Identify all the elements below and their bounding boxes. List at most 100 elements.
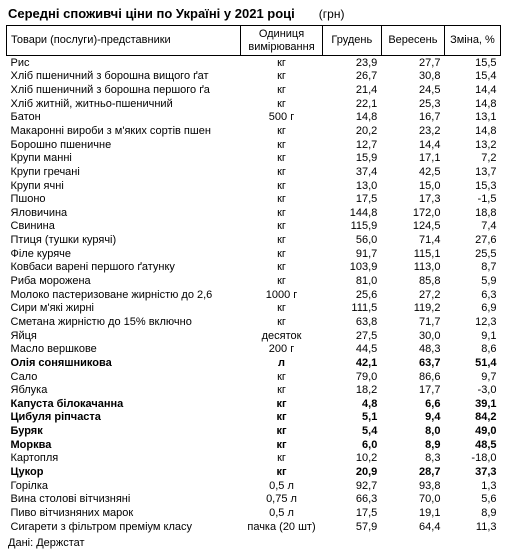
cell-unit: кг (241, 152, 322, 166)
cell-unit: кг (241, 275, 322, 289)
cell-unit: кг (241, 466, 322, 480)
cell-unit: 500 г (241, 111, 322, 125)
cell-dec: 13,0 (322, 179, 381, 193)
cell-sep: 63,7 (381, 356, 444, 370)
source-label: Дані: Держстат (6, 534, 501, 549)
cell-chg: 5,6 (444, 493, 500, 507)
cell-dec: 21,4 (322, 84, 381, 98)
cell-chg: 13,2 (444, 138, 500, 152)
cell-name: Яйця (7, 329, 241, 343)
cell-unit: кг (241, 84, 322, 98)
cell-name: Сири м'які жирні (7, 302, 241, 316)
cell-unit: кг (241, 411, 322, 425)
table-row: Салокг79,086,69,7 (7, 370, 501, 384)
page-title: Середні споживчі ціни по Україні у 2021 … (6, 4, 501, 25)
cell-dec: 111,5 (322, 302, 381, 316)
cell-sep: 86,6 (381, 370, 444, 384)
table-row: Буряккг5,48,049,0 (7, 425, 501, 439)
cell-dec: 4,8 (322, 397, 381, 411)
cell-dec: 6,0 (322, 438, 381, 452)
cell-name: Яблука (7, 384, 241, 398)
cell-sep: 24,5 (381, 84, 444, 98)
cell-name: Борошно пшеничне (7, 138, 241, 152)
cell-dec: 81,0 (322, 275, 381, 289)
cell-dec: 15,9 (322, 152, 381, 166)
cell-name: Олія соняшникова (7, 356, 241, 370)
cell-sep: 9,4 (381, 411, 444, 425)
cell-name: Сигарети з фільтром преміум класу (7, 520, 241, 534)
cell-dec: 37,4 (322, 165, 381, 179)
col-chg: Зміна, % (444, 26, 500, 56)
cell-sep: 23,2 (381, 124, 444, 138)
cell-sep: 71,4 (381, 234, 444, 248)
cell-name: Хліб житній, житньо-пшеничний (7, 97, 241, 111)
cell-sep: 85,8 (381, 275, 444, 289)
cell-dec: 103,9 (322, 261, 381, 275)
cell-sep: 8,3 (381, 452, 444, 466)
cell-sep: 48,3 (381, 343, 444, 357)
cell-unit: кг (241, 315, 322, 329)
cell-name: Сало (7, 370, 241, 384)
cell-chg: 6,3 (444, 288, 500, 302)
cell-chg: -18,0 (444, 452, 500, 466)
cell-chg: 37,3 (444, 466, 500, 480)
cell-chg: 48,5 (444, 438, 500, 452)
cell-sep: 113,0 (381, 261, 444, 275)
cell-sep: 70,0 (381, 493, 444, 507)
table-row: Сири м'які жирнікг111,5119,26,9 (7, 302, 501, 316)
cell-dec: 44,5 (322, 343, 381, 357)
cell-name: Морква (7, 438, 241, 452)
cell-dec: 144,8 (322, 206, 381, 220)
table-row: Філе курячекг91,7115,125,5 (7, 247, 501, 261)
cell-unit: кг (241, 370, 322, 384)
cell-sep: 14,4 (381, 138, 444, 152)
cell-unit: 0,5 л (241, 506, 322, 520)
table-row: Сметана жирністю до 15% включнокг63,871,… (7, 315, 501, 329)
cell-chg: 49,0 (444, 425, 500, 439)
cell-sep: 27,7 (381, 56, 444, 70)
cell-dec: 26,7 (322, 70, 381, 84)
cell-dec: 17,5 (322, 506, 381, 520)
table-row: Морквакг6,08,948,5 (7, 438, 501, 452)
cell-chg: 14,8 (444, 97, 500, 111)
table-row: Вина столові вітчизняні0,75 л66,370,05,6 (7, 493, 501, 507)
cell-chg: 18,8 (444, 206, 500, 220)
cell-unit: кг (241, 56, 322, 70)
table-row: Молоко пастеризоване жирністю до 2,61000… (7, 288, 501, 302)
cell-dec: 18,2 (322, 384, 381, 398)
cell-sep: 8,9 (381, 438, 444, 452)
cell-name: Цукор (7, 466, 241, 480)
cell-dec: 66,3 (322, 493, 381, 507)
cell-name: Вина столові вітчизняні (7, 493, 241, 507)
cell-unit: кг (241, 425, 322, 439)
cell-name: Сметана жирністю до 15% включно (7, 315, 241, 329)
cell-name: Рис (7, 56, 241, 70)
table-row: Капуста білокачаннакг4,86,639,1 (7, 397, 501, 411)
cell-name: Пшоно (7, 193, 241, 207)
cell-name: Яловичина (7, 206, 241, 220)
cell-sep: 119,2 (381, 302, 444, 316)
cell-chg: 84,2 (444, 411, 500, 425)
cell-dec: 10,2 (322, 452, 381, 466)
table-row: Макаронні вироби з м'яких сортів пшенкг2… (7, 124, 501, 138)
cell-chg: 8,9 (444, 506, 500, 520)
cell-name: Крупи ячні (7, 179, 241, 193)
cell-unit: десяток (241, 329, 322, 343)
table-row: Хліб пшеничний з борошна першого ґакг21,… (7, 84, 501, 98)
cell-unit: л (241, 356, 322, 370)
cell-chg: 14,4 (444, 84, 500, 98)
cell-unit: кг (241, 165, 322, 179)
cell-name: Філе куряче (7, 247, 241, 261)
cell-unit: кг (241, 452, 322, 466)
cell-sep: 71,7 (381, 315, 444, 329)
cell-dec: 92,7 (322, 479, 381, 493)
cell-unit: кг (241, 261, 322, 275)
table-row: Пиво вітчизняних марок0,5 л17,519,18,9 (7, 506, 501, 520)
cell-unit: 1000 г (241, 288, 322, 302)
table-row: Птиця (тушки курячі)кг56,071,427,6 (7, 234, 501, 248)
cell-sep: 28,7 (381, 466, 444, 480)
cell-sep: 30,8 (381, 70, 444, 84)
table-row: Яблукакг18,217,7-3,0 (7, 384, 501, 398)
table-row: Крупи гречанікг37,442,513,7 (7, 165, 501, 179)
table-row: Борошно пшеничнекг12,714,413,2 (7, 138, 501, 152)
